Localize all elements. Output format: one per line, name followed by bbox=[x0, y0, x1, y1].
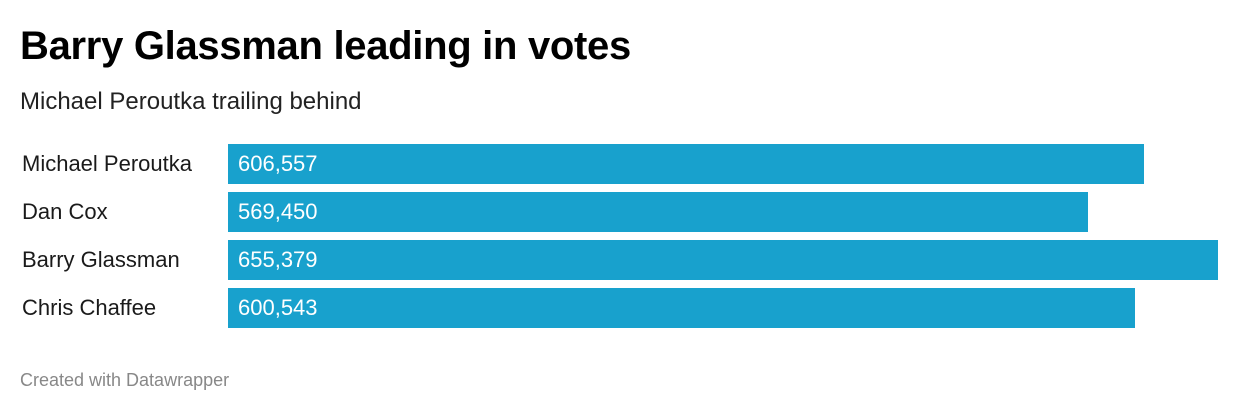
bar-value-label: 655,379 bbox=[238, 247, 318, 272]
bar-value-label: 606,557 bbox=[238, 151, 318, 176]
bar-row: Dan Cox 569,450 bbox=[20, 192, 1220, 232]
category-label: Dan Cox bbox=[22, 199, 108, 224]
datawrapper-credit: Created with Datawrapper bbox=[20, 370, 230, 390]
bar-value-label: 600,543 bbox=[238, 295, 318, 320]
bar: 600,543 bbox=[228, 288, 1135, 328]
bar-row: Michael Peroutka 606,557 bbox=[20, 144, 1220, 184]
bar: 569,450 bbox=[228, 192, 1088, 232]
category-label: Barry Glassman bbox=[22, 247, 180, 272]
category-label: Chris Chaffee bbox=[22, 295, 157, 320]
category-label: Michael Peroutka bbox=[22, 151, 192, 176]
bar-row: Chris Chaffee 600,543 bbox=[20, 288, 1220, 328]
bar: 606,557 bbox=[228, 144, 1144, 184]
bar: 655,379 bbox=[228, 240, 1218, 280]
bar-row: Barry Glassman 655,379 bbox=[20, 240, 1220, 280]
chart-title: Barry Glassman leading in votes bbox=[20, 24, 631, 68]
bar-value-label: 569,450 bbox=[238, 199, 318, 224]
bar-chart: Michael Peroutka 606,557 Dan Cox 569,450 Bar… bbox=[20, 144, 1220, 336]
chart-subtitle: Michael Peroutka trailing behind bbox=[20, 88, 362, 115]
chart-container: Barry Glassman leading in votes Michael … bbox=[20, 22, 1220, 328]
